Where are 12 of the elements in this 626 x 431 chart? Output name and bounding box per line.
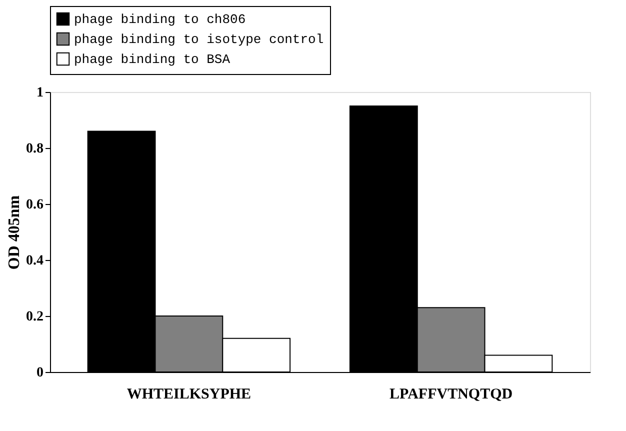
y-tick-label: 1 [36, 86, 44, 100]
legend-label: phage binding to isotype control [74, 32, 324, 47]
y-tick-label: 0 [36, 366, 44, 380]
x-tick-label: LPAFFVTNQTQD [390, 386, 513, 402]
y-tick-label: 0.8 [26, 142, 44, 156]
y-tick-label: 0.2 [26, 310, 44, 324]
x-tick-label: WHTEILKSYPHE [126, 386, 252, 402]
y-tick-label: 0.6 [26, 198, 44, 212]
y-tick-label: 0.4 [26, 254, 44, 268]
y-axis-title: OD 405nm [6, 194, 23, 270]
legend-label: phage binding to ch806 [74, 12, 246, 27]
legend-label: phage binding to BSA [74, 52, 230, 67]
